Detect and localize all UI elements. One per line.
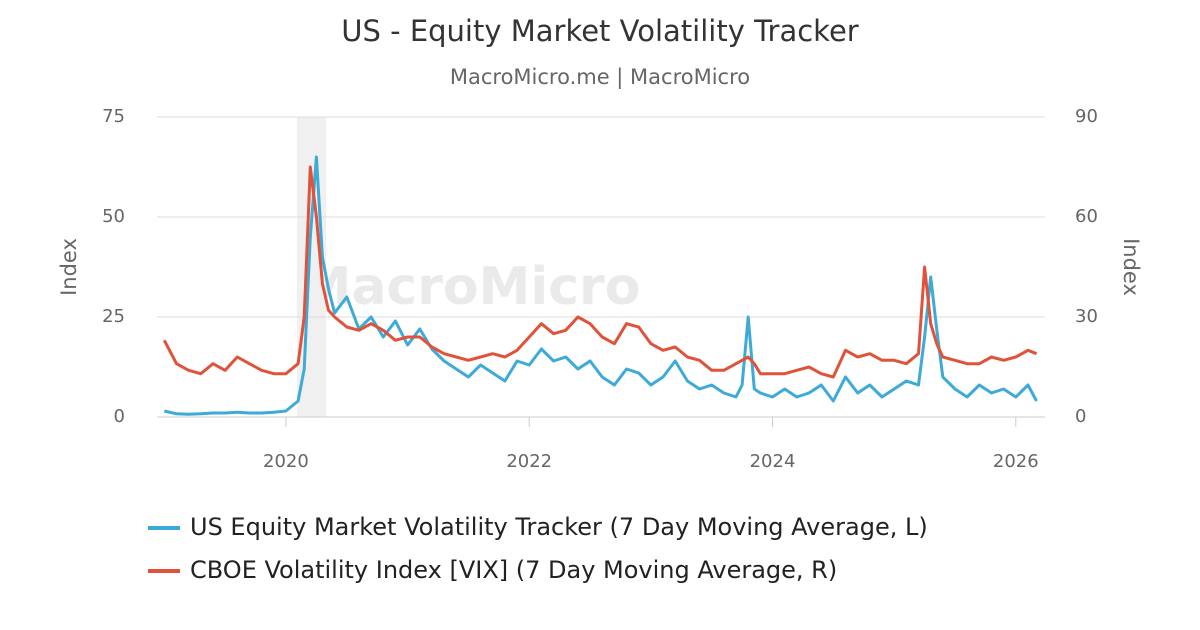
- legend-label: CBOE Volatility Index [VIX] (7 Day Movin…: [190, 556, 837, 584]
- legend-label: US Equity Market Volatility Tracker (7 D…: [190, 513, 928, 541]
- x-tick-label: 2020: [263, 451, 309, 472]
- x-tick-label: 2024: [750, 451, 796, 472]
- y-tick-label: 75: [102, 106, 125, 127]
- series-line: [163, 155, 1038, 416]
- series-line: [162, 165, 1038, 379]
- y2-tick-label: 90: [1075, 106, 1098, 127]
- x-tick-label: 2022: [506, 451, 552, 472]
- y-axis-label: Index: [57, 238, 81, 296]
- watermark: MacroMicro: [300, 257, 641, 317]
- y2-tick-label: 60: [1075, 206, 1098, 227]
- chart-subtitle: MacroMicro.me | MacroMicro: [450, 65, 750, 90]
- x-tick-label: 2026: [993, 451, 1039, 472]
- y-tick-label: 25: [102, 306, 125, 327]
- y-tick-label: 50: [102, 206, 125, 227]
- y2-tick-label: 0: [1075, 406, 1086, 427]
- chart-title: US - Equity Market Volatility Tracker: [341, 14, 859, 48]
- y-tick-label: 0: [114, 406, 125, 427]
- y2-tick-label: 30: [1075, 306, 1098, 327]
- y2-axis-label: Index: [1119, 238, 1143, 296]
